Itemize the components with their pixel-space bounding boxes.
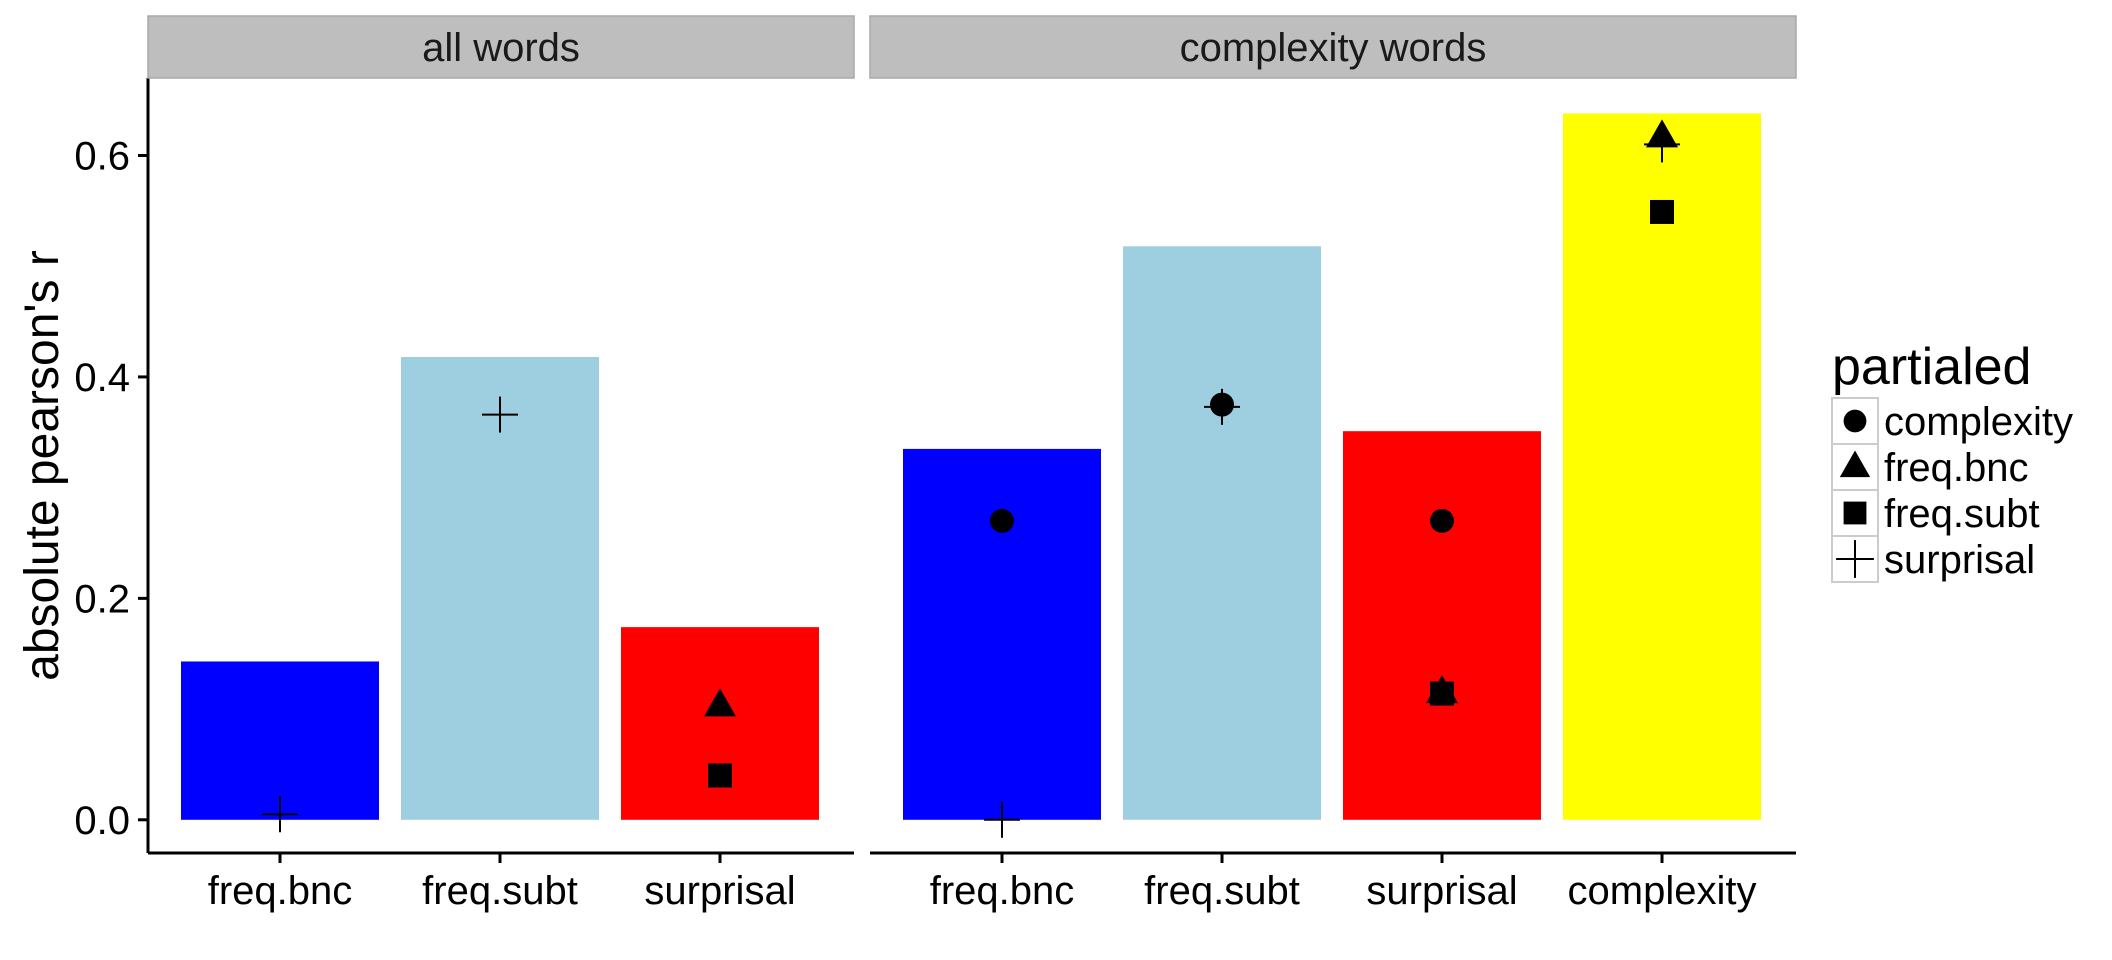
bar-freq.bnc xyxy=(903,448,1101,820)
x-tick-label: freq.subt xyxy=(1144,869,1300,913)
bar-freq.bnc xyxy=(181,661,379,820)
legend-title: partialed xyxy=(1832,338,2031,396)
legend-label: freq.subt xyxy=(1884,492,2040,536)
x-tick-label: surprisal xyxy=(644,869,795,913)
y-tick-label: 0.0 xyxy=(74,799,130,843)
x-tick-label: surprisal xyxy=(1366,869,1517,913)
legend-label: surprisal xyxy=(1884,538,2035,582)
facet-strip xyxy=(147,15,855,79)
point-plus xyxy=(262,796,298,833)
y-tick-label: 0.2 xyxy=(74,577,130,621)
point-square xyxy=(708,763,732,788)
x-tick-label: complexity xyxy=(1568,869,1757,913)
facet-strip-label: all words xyxy=(422,26,580,70)
bar-surprisal xyxy=(1343,431,1541,820)
y-axis-title: absolute pearson's r xyxy=(16,250,69,681)
x-tick-label: freq.bnc xyxy=(930,869,1075,913)
point-square xyxy=(1843,501,1867,525)
y-tick-label: 0.4 xyxy=(74,356,130,400)
bar-complexity xyxy=(1563,113,1761,820)
point-triangle xyxy=(1839,450,1871,478)
x-tick-label: freq.subt xyxy=(422,869,578,913)
legend-label: freq.bnc xyxy=(1884,446,2029,490)
x-tick-label: freq.bnc xyxy=(208,869,353,913)
bar-freq.subt xyxy=(1123,246,1321,820)
y-tick-label: 0.6 xyxy=(74,135,130,179)
facet-panel-2: complexity words freq.bnc freq.subt surpris… xyxy=(869,15,1797,913)
facet-strip xyxy=(869,15,1797,79)
legend-item-freq.bnc: freq.bnc xyxy=(1831,443,2029,491)
point-plus xyxy=(1204,388,1240,425)
facet-strip-label: complexity words xyxy=(1180,26,1487,70)
legend-item-surprisal: surprisal xyxy=(1831,535,2035,583)
point-plus xyxy=(482,396,518,433)
legend-label: complexity xyxy=(1884,400,2073,444)
bar-freq.subt xyxy=(401,357,599,820)
point-circle xyxy=(990,508,1014,533)
legend: partialed complexityfreq.bncfreq.subtsur… xyxy=(1831,338,2073,583)
legend-item-complexity: complexity xyxy=(1831,397,2073,445)
y-axis: 0.0 0.2 0.4 0.6 xyxy=(74,78,150,853)
facet-panel-1: all words freq.bnc freq.subt surprisal xyxy=(147,15,855,913)
point-plus xyxy=(1836,540,1874,578)
point-plus xyxy=(984,801,1020,838)
point-triangle xyxy=(704,688,736,717)
point-plus xyxy=(1644,126,1680,163)
legend-item-freq.subt: freq.subt xyxy=(1831,489,2040,537)
point-circle xyxy=(1843,409,1867,433)
point-circle xyxy=(1430,508,1454,533)
bar-surprisal xyxy=(621,627,819,820)
point-square xyxy=(1430,681,1454,706)
point-square xyxy=(1650,199,1674,224)
